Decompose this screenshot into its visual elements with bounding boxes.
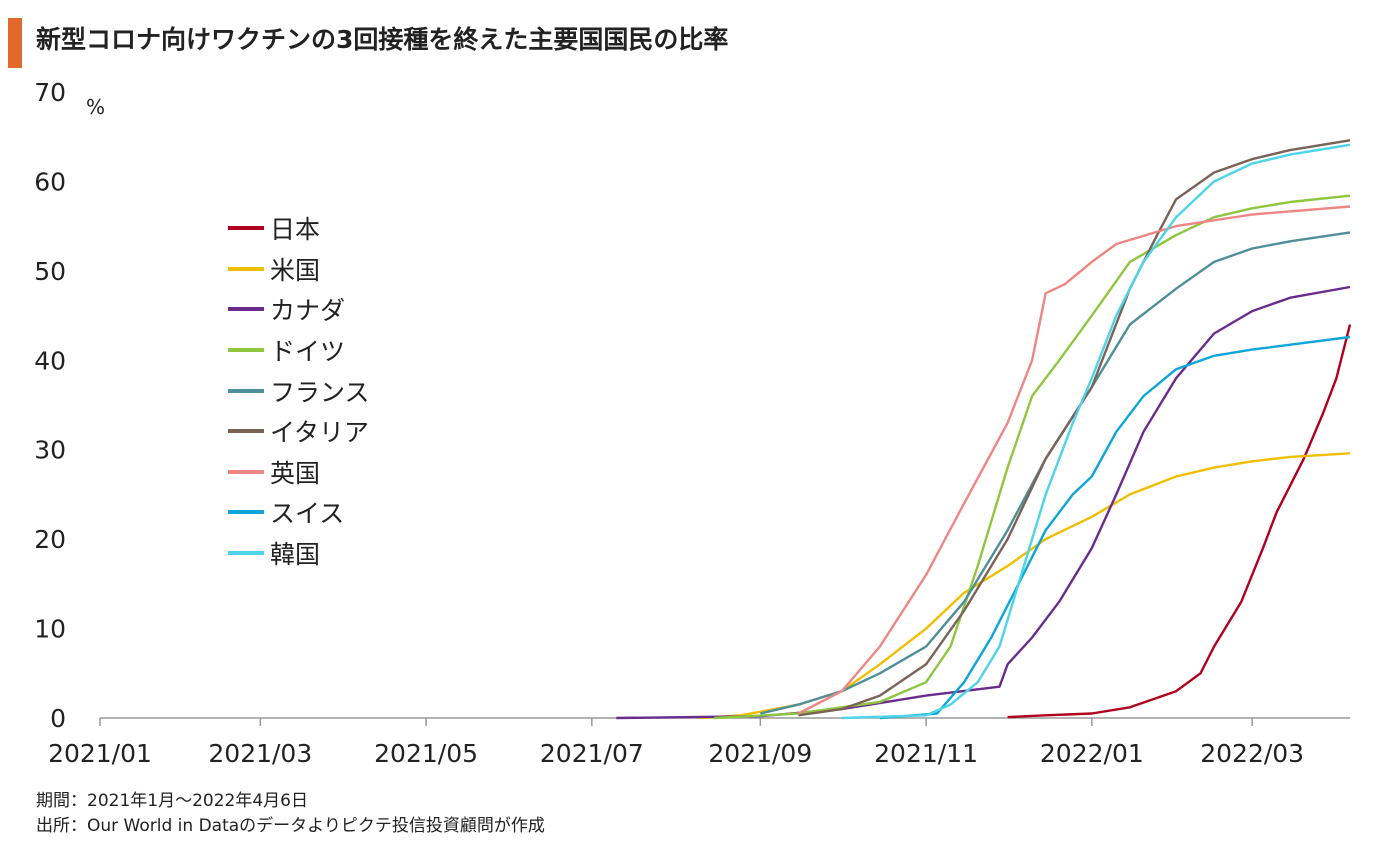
series-lines [616, 139, 1352, 720]
legend-item: カナダ [228, 289, 370, 330]
footnote-source: 出所：Our World in Dataのデータよりピクテ投信投資顧問が作成 [36, 816, 545, 836]
legend-label: ドイツ [270, 337, 346, 367]
legend-label: フランス [270, 377, 370, 407]
x-tick-label: 2021/03 [208, 739, 312, 768]
y-tick-label: 40 [34, 346, 66, 375]
legend-label: 日本 [270, 215, 321, 245]
x-tick-label: 2022/03 [1200, 739, 1304, 768]
x-tick-label: 2021/09 [708, 739, 812, 768]
y-tick-label: 60 [34, 167, 66, 196]
y-axis: 0 10 20 30 40 50 60 70 [34, 78, 66, 733]
series-line-ドイツ [714, 194, 1351, 720]
y-tick-label: 70 [34, 78, 66, 107]
series-line-米国 [700, 452, 1351, 720]
legend-label: カナダ [270, 296, 346, 326]
legend-swatch [228, 429, 264, 434]
legend-item: 韓国 [228, 533, 370, 574]
legend-label: 韓国 [270, 540, 321, 570]
legend-label: 米国 [270, 255, 321, 285]
legend-item: 日本 [228, 208, 370, 249]
series-line-スイス [879, 335, 1351, 720]
legend-item: イタリア [228, 411, 370, 452]
x-axis: 2021/01 2021/03 2021/05 2021/07 2021/09 2021/… [48, 717, 1350, 768]
title-accent-bar [8, 18, 22, 68]
legend-swatch [228, 510, 264, 515]
x-tick-label: 2021/07 [540, 739, 644, 768]
legend-item: 米国 [228, 249, 370, 290]
series-line-イタリア [798, 139, 1351, 717]
series-line-日本 [1007, 324, 1352, 719]
legend-label: 英国 [270, 458, 321, 488]
legend-swatch [228, 469, 264, 474]
x-tick-label: 2021/05 [374, 739, 478, 768]
legend-item: 英国 [228, 452, 370, 493]
legend-label: イタリア [270, 418, 370, 448]
legend-swatch [228, 307, 264, 312]
legend-swatch [228, 266, 264, 271]
footnote-period: 期間：2021年1月～2022年4月6日 [36, 791, 308, 811]
series-line-韓国 [841, 143, 1351, 720]
series-line-フランス [760, 231, 1351, 715]
legend-item: スイス [228, 492, 370, 533]
x-tick-label: 2022/01 [1040, 739, 1144, 768]
chart-title: 新型コロナ向けワクチンの3回接種を終えた主要国国民の比率 [36, 25, 729, 54]
y-tick-label: 20 [34, 525, 66, 554]
y-unit-label: % [86, 95, 105, 119]
legend-label: スイス [270, 499, 345, 529]
legend-item: フランス [228, 370, 370, 411]
series-line-カナダ [616, 285, 1351, 720]
legend-swatch [228, 226, 264, 231]
y-tick-label: 10 [34, 615, 66, 644]
y-tick-label: 50 [34, 257, 66, 286]
x-tick-label: 2021/11 [874, 739, 978, 768]
y-tick-label: 30 [34, 436, 66, 465]
legend-swatch [228, 388, 264, 393]
legend-swatch [228, 551, 264, 556]
legend: 日本米国カナダドイツフランスイタリア英国スイス韓国 [228, 208, 370, 573]
legend-swatch [228, 348, 264, 353]
legend-item: ドイツ [228, 330, 370, 371]
y-tick-label: 0 [50, 704, 66, 733]
x-tick-label: 2021/01 [48, 739, 152, 768]
